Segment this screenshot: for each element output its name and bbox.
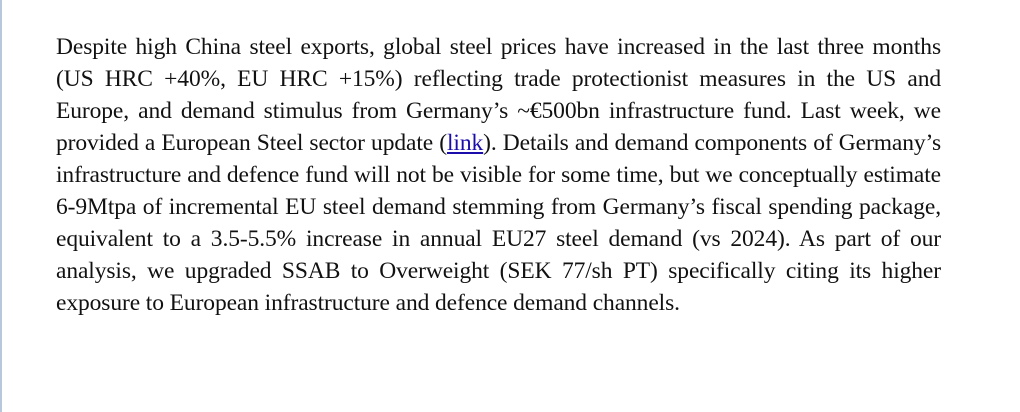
european-steel-update-link[interactable]: link	[446, 130, 484, 156]
paragraph-text-part-1: Despite high China steel exports, global…	[56, 34, 941, 156]
paragraph-text-part-2: ). Details and demand components of Germ…	[56, 130, 941, 316]
left-border-rule	[0, 0, 2, 412]
document-paragraph: Despite high China steel exports, global…	[56, 31, 941, 319]
